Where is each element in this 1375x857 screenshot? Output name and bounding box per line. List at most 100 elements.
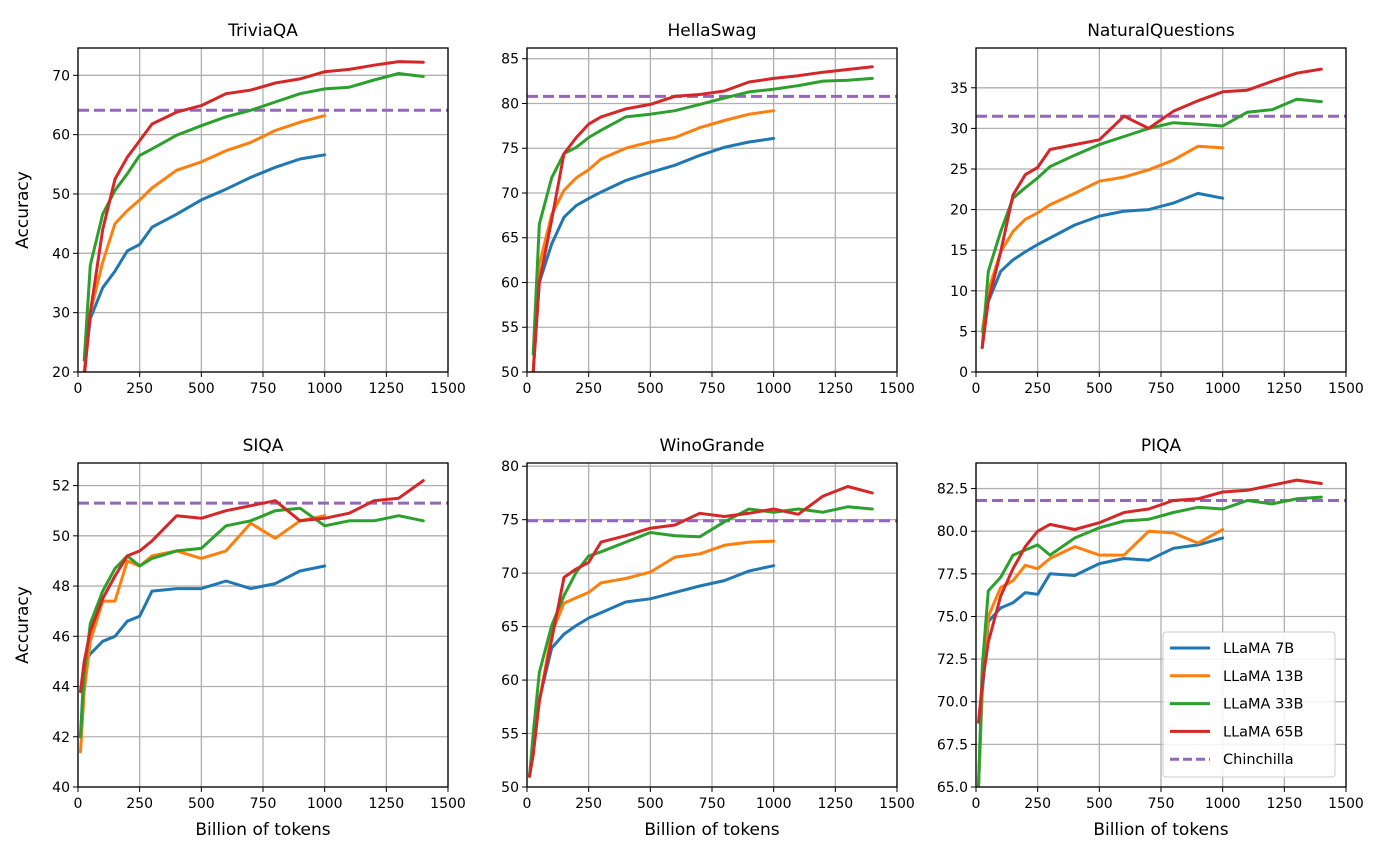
legend-box <box>1162 631 1336 778</box>
x-tick-label: 1000 <box>756 381 792 397</box>
x-tick-label: 1000 <box>1205 381 1241 397</box>
y-tick-label: 75 <box>501 513 519 529</box>
x-tick-label: 500 <box>1086 796 1113 812</box>
x-tick-label: 1250 <box>369 796 405 812</box>
series-line-llama-65b <box>980 67 1323 350</box>
y-tick-label: 70.0 <box>937 695 968 711</box>
x-tick-label: 1250 <box>818 381 854 397</box>
legend-label: Chinchilla <box>1223 752 1294 768</box>
plot-area <box>976 67 1346 350</box>
series-line-llama-65b <box>531 65 874 372</box>
subplot-title: SIQA <box>243 436 284 456</box>
legend-label: LLaMA 65B <box>1223 724 1303 740</box>
x-tick-label: 500 <box>1086 381 1113 397</box>
y-axis-label: Accuracy <box>13 586 33 664</box>
series-line-llama-65b <box>83 60 425 372</box>
plot-area <box>78 60 448 372</box>
x-tick-label: 750 <box>1148 796 1175 812</box>
x-tick-label: 750 <box>1148 381 1175 397</box>
series-line-llama-65b <box>528 485 874 778</box>
subplot-siqa: 0 250 500 750 1000 1250 1500 40 42 44 46 48 50 52 SIQA… <box>13 436 466 840</box>
x-tick-label: 250 <box>575 796 602 812</box>
series-line-llama-7b <box>79 564 327 739</box>
x-tick-label: 1250 <box>1267 381 1303 397</box>
x-tick-label: 750 <box>699 381 726 397</box>
y-tick-label: 60 <box>501 673 519 689</box>
x-tick-label: 750 <box>699 796 726 812</box>
y-tick-label: 85 <box>501 52 519 68</box>
axes-frame <box>526 462 898 788</box>
series-line-llama-13b <box>980 144 1225 333</box>
series-line-llama-65b <box>79 479 425 694</box>
y-tick-label: 42 <box>52 730 70 746</box>
legend-label: LLaMA 13B <box>1223 669 1303 685</box>
x-tick-label: 1500 <box>430 796 466 812</box>
x-tick-label: 1000 <box>307 796 343 812</box>
subplot-piqa: 0 250 500 750 1000 1250 1500 65.0 67.5 70.0 72.5 75… <box>937 436 1364 840</box>
x-tick-label: 250 <box>575 381 602 397</box>
x-tick-label: 1250 <box>1267 796 1303 812</box>
series-line-llama-13b <box>79 514 327 754</box>
y-tick-label: 50 <box>501 780 519 796</box>
plot-area <box>527 65 897 372</box>
x-tick-label: 1000 <box>756 796 792 812</box>
series-line-llama-33b <box>79 506 425 739</box>
x-tick-label: 1500 <box>1328 381 1364 397</box>
x-tick-label: 0 <box>972 796 981 812</box>
axes-frame <box>975 462 1347 788</box>
plot-area <box>78 479 448 754</box>
x-tick-label: 750 <box>250 796 277 812</box>
x-axis-label: Billion of tokens <box>195 820 330 840</box>
y-tick-label: 50 <box>52 187 70 203</box>
series-line-llama-33b <box>531 76 874 356</box>
y-tick-label: 70 <box>501 186 519 202</box>
y-tick-label: 70 <box>501 566 519 582</box>
x-tick-label: 0 <box>523 796 532 812</box>
x-tick-label: 500 <box>637 796 664 812</box>
y-tick-label: 72.5 <box>937 652 968 668</box>
x-tick-label: 500 <box>188 381 215 397</box>
y-tick-label: 25 <box>950 162 968 178</box>
series-line-llama-13b <box>977 528 1225 787</box>
x-tick-label: 250 <box>126 796 153 812</box>
y-tick-label: 0 <box>959 365 968 381</box>
x-tick-label: 750 <box>250 381 277 397</box>
y-tick-label: 60 <box>52 128 70 144</box>
x-axis-label: Billion of tokens <box>644 820 779 840</box>
y-tick-label: 20 <box>950 203 968 219</box>
series-line-llama-7b <box>528 564 776 778</box>
y-tick-label: 65.0 <box>937 780 968 796</box>
x-tick-label: 1500 <box>879 381 915 397</box>
x-tick-label: 1000 <box>307 381 343 397</box>
series-line-llama-7b <box>82 153 327 372</box>
x-tick-label: 0 <box>74 796 83 812</box>
subplot-title: HellaSwag <box>667 21 756 41</box>
series-line-llama-33b <box>82 72 425 362</box>
x-tick-label: 0 <box>74 381 83 397</box>
plot-area <box>976 478 1346 787</box>
y-tick-label: 60 <box>501 275 519 291</box>
y-tick-label: 15 <box>950 243 968 259</box>
y-tick-label: 50 <box>52 529 70 545</box>
y-tick-label: 30 <box>950 121 968 137</box>
legend: LLaMA 7B LLaMA 13B LLaMA 33B LLaMA 65B Chinc… <box>1162 631 1336 778</box>
y-tick-label: 35 <box>950 81 968 97</box>
x-tick-label: 500 <box>637 381 664 397</box>
series-line-llama-13b <box>82 114 327 372</box>
y-tick-label: 52 <box>52 479 70 495</box>
y-tick-label: 80 <box>501 459 519 475</box>
y-tick-label: 70 <box>52 68 70 84</box>
y-tick-label: 55 <box>501 320 519 336</box>
plot-area <box>527 485 897 778</box>
y-tick-label: 46 <box>52 629 70 645</box>
series-line-llama-33b <box>528 505 874 778</box>
series-line-llama-33b <box>980 97 1323 350</box>
legend-label: LLaMA 7B <box>1223 641 1294 657</box>
subplot-triviaqa: 0 250 500 750 1000 1250 1500 20 30 40 50 60 70 Trivia… <box>13 21 466 397</box>
x-tick-label: 1250 <box>369 381 405 397</box>
x-tick-label: 0 <box>972 381 981 397</box>
y-tick-label: 82.5 <box>937 482 968 498</box>
y-tick-label: 77.5 <box>937 567 968 583</box>
x-tick-label: 250 <box>1024 796 1051 812</box>
